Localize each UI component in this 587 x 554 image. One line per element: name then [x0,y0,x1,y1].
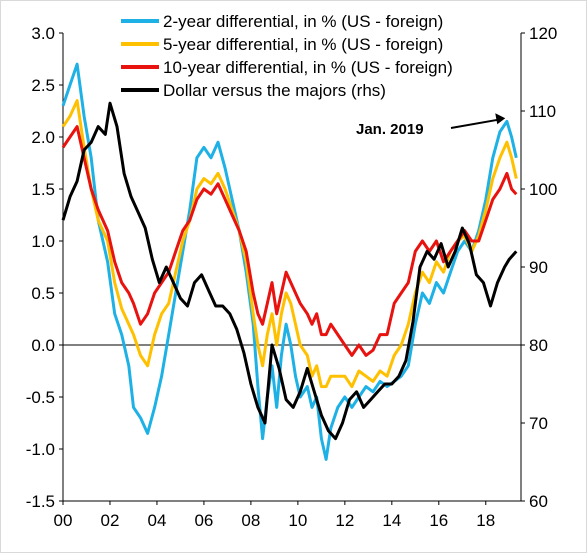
annotation-arrow-line [450,118,502,129]
legend-label: Dollar versus the majors (rhs) [163,81,386,100]
y-right-tick-label: 70 [529,414,548,433]
y-left-tick-label: 0.5 [31,284,55,303]
series-line-1 [61,62,518,461]
y-right-tick-label: 60 [529,492,548,511]
y-left-tick-label: 1.0 [31,232,55,251]
x-tick-label: 04 [147,511,166,530]
y-right-tick-label: 100 [529,180,557,199]
y-right-tick-label: 90 [529,258,548,277]
y-left-tick-label: -0.5 [26,388,55,407]
y-left-tick-label: 0.0 [31,336,55,355]
legend-label: 10-year differential, in % (US - foreign… [163,58,453,77]
x-tick-label: 18 [476,511,495,530]
y-left-tick-label: -1.0 [26,440,55,459]
annotation-label: Jan. 2019 [356,121,424,138]
y-right-tick-label: 110 [529,102,556,121]
annotation-arrow-head [495,113,506,125]
series-line-3 [61,125,518,357]
series-line-2 [61,99,518,389]
y-left-tick-label: 3.0 [31,24,55,43]
legend-label: 2-year differential, in % (US - foreign) [163,12,443,31]
legend-label: 5-year differential, in % (US - foreign) [163,35,443,54]
x-tick-label: 08 [241,511,260,530]
y-left-tick-label: 1.5 [31,180,55,199]
x-tick-label: 00 [54,511,73,530]
y-right-tick-label: 80 [529,336,548,355]
x-tick-label: 14 [382,511,401,530]
y-left-tick-label: 2.0 [31,128,55,147]
x-tick-label: 16 [429,511,448,530]
x-tick-label: 12 [335,511,354,530]
x-tick-label: 10 [288,511,307,530]
y-right-tick-label: 120 [529,24,557,43]
y-left-tick-label: -1.5 [26,492,55,511]
x-tick-label: 06 [194,511,213,530]
y-left-tick-label: 2.5 [31,76,55,95]
x-tick-label: 02 [101,511,120,530]
series-line-4 [61,101,518,441]
